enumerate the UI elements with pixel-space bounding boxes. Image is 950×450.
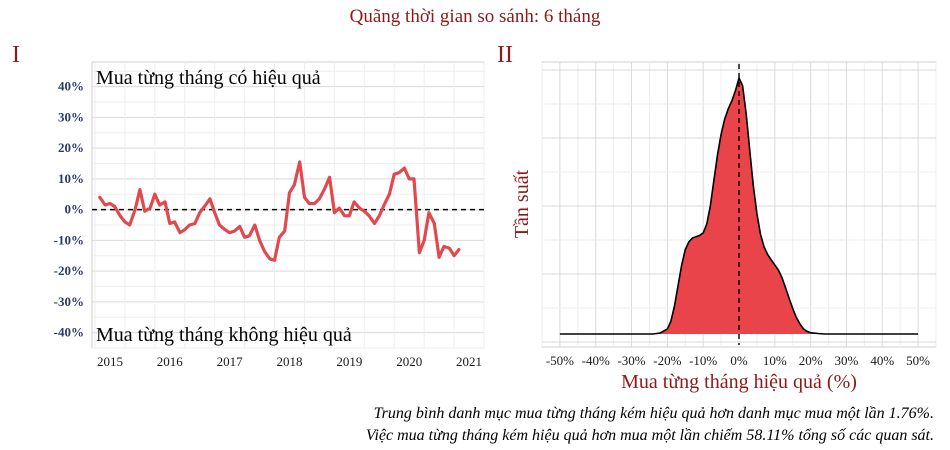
density-chart-x-tick-label: 40% bbox=[870, 353, 894, 368]
line-chart-x-tick-label: 2016 bbox=[157, 354, 184, 369]
line-chart-y-tick-label: -20% bbox=[54, 263, 84, 278]
line-chart-panel: 40%30%20%10%0%-10%-20%-30%-40% 2015 2016 2… bbox=[54, 61, 485, 369]
density-chart-panel: -50% -40% -30% -20% -10% 0% 10% 20% 30% 40% 50% Mu… bbox=[511, 61, 937, 393]
line-chart-annotation-bottom: Mua từng tháng không hiệu quả bbox=[96, 324, 352, 346]
line-chart-annotation-top: Mua từng tháng có hiệu quả bbox=[96, 67, 321, 89]
line-chart-y-tick-label: 10% bbox=[58, 171, 84, 186]
line-chart-y-tick-label: 30% bbox=[58, 109, 84, 124]
figure-title: Quãng thời gian so sánh: 6 tháng bbox=[350, 6, 601, 27]
line-chart-x-tick-label: 2019 bbox=[336, 354, 362, 369]
line-chart-y-tick-label: 0% bbox=[65, 202, 85, 217]
footnote-line-2: Việc mua từng tháng kém hiệu quả hơn mua… bbox=[366, 427, 934, 444]
line-chart-x-tick-label: 2020 bbox=[396, 354, 422, 369]
density-chart-x-ticks: -50% -40% -30% -20% -10% 0% 10% 20% 30% 40% 50% bbox=[546, 353, 930, 368]
density-chart-x-tick-label: -40% bbox=[582, 353, 610, 368]
density-chart-x-axis-title: Mua từng tháng hiệu quả (%) bbox=[621, 371, 857, 393]
line-chart-x-tick-label: 2018 bbox=[276, 354, 302, 369]
density-chart-area bbox=[559, 75, 919, 335]
line-chart-x-ticks: 2015 2016 2017 2018 2019 2020 2021 bbox=[97, 354, 482, 369]
line-chart-y-tick-label: -10% bbox=[54, 232, 84, 247]
density-chart-fill bbox=[653, 78, 825, 334]
line-chart-y-ticks: 40% 30% 20% 10% 0% -10% -20% -30% -40% bbox=[54, 79, 84, 340]
density-chart-x-tick-label: 30% bbox=[835, 353, 859, 368]
density-chart-x-tick-label: -50% bbox=[546, 353, 574, 368]
density-chart-x-tick-label: -10% bbox=[689, 353, 717, 368]
density-chart-x-tick-label: 0% bbox=[730, 353, 748, 368]
line-chart-y-tick-label: -40% bbox=[54, 325, 84, 340]
line-chart-x-tick-label: 2015 bbox=[97, 354, 123, 369]
line-chart-y-tick-label: -30% bbox=[54, 294, 84, 309]
density-chart-x-tick-label: -30% bbox=[617, 353, 645, 368]
density-chart-x-tick-label: 50% bbox=[906, 353, 930, 368]
density-chart-x-tick-label: -20% bbox=[653, 353, 681, 368]
density-chart-x-tick-label: 10% bbox=[763, 353, 787, 368]
density-chart-y-axis-title: Tần suất bbox=[511, 169, 533, 238]
line-chart-y-tick-label: 20% bbox=[58, 140, 84, 155]
line-chart-y-tick-label: 40% bbox=[58, 79, 84, 94]
panel-label-left: I bbox=[12, 42, 20, 68]
line-chart-x-tick-label: 2021 bbox=[456, 354, 482, 369]
panel-label-right: II bbox=[497, 42, 513, 68]
density-chart-x-tick-label: 20% bbox=[799, 353, 823, 368]
line-chart-x-tick-label: 2017 bbox=[217, 354, 244, 369]
footnote-line-1: Trung bình danh mục mua từng tháng kém h… bbox=[374, 405, 934, 422]
line-chart-series bbox=[98, 160, 461, 262]
